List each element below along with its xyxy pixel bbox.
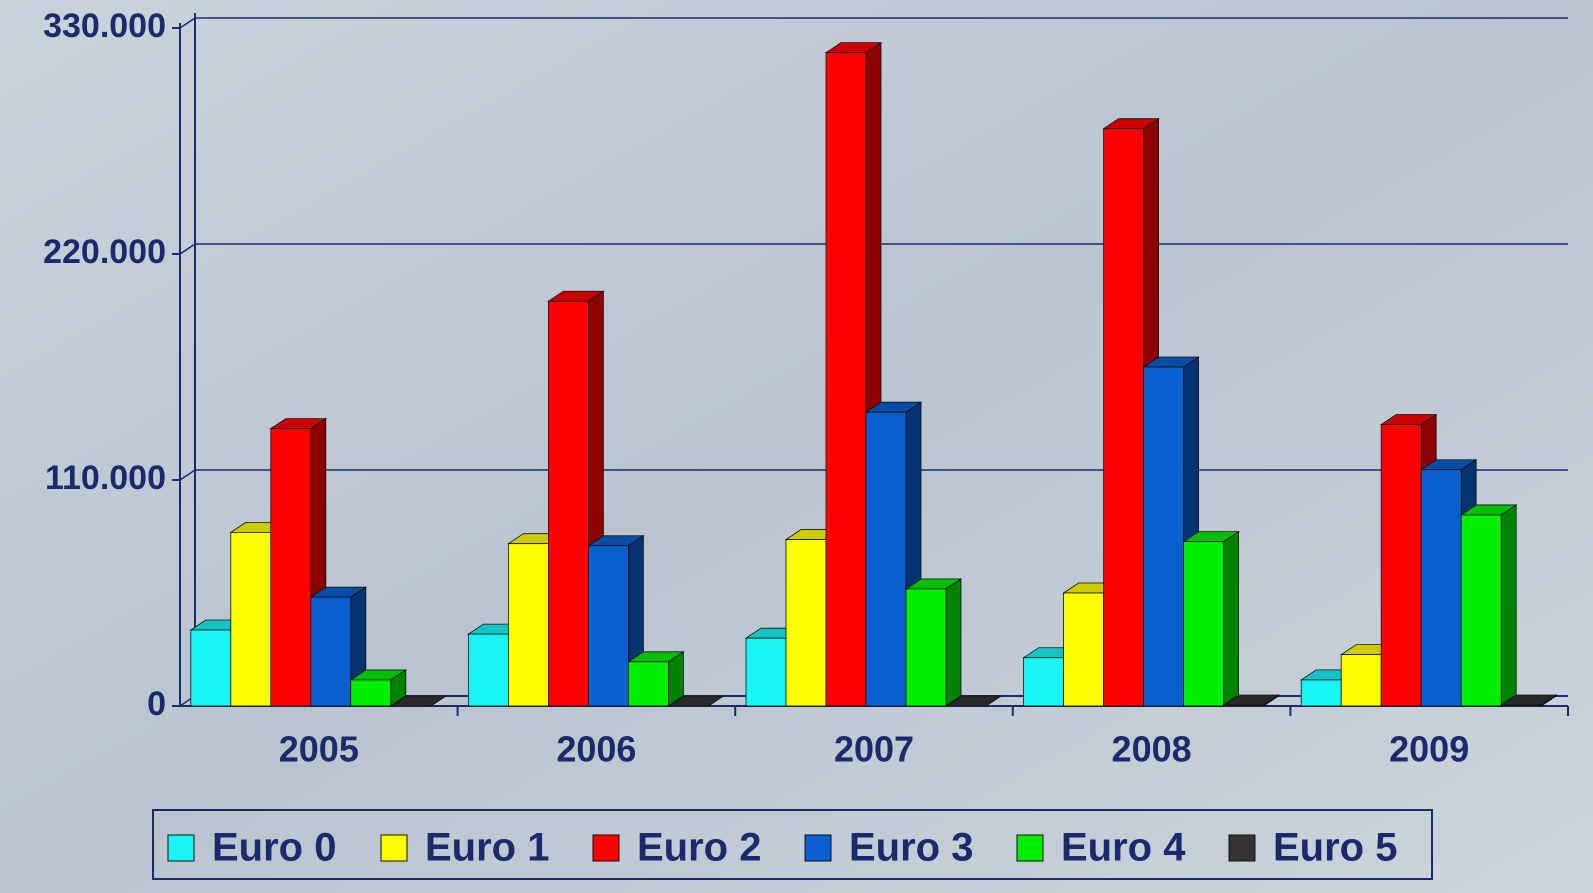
bar-front — [1103, 128, 1144, 707]
bar-front — [1420, 469, 1462, 707]
bar-front — [230, 531, 272, 707]
bar — [309, 586, 368, 707]
x-tick-label: 2007 — [834, 729, 914, 770]
bar-front — [310, 596, 352, 707]
bar-front — [1380, 424, 1422, 707]
bar-side — [1500, 504, 1517, 707]
bar — [1459, 504, 1518, 707]
y-tick-label: 110.000 — [45, 459, 166, 497]
bar-front — [1223, 704, 1264, 707]
legend-label: Euro 5 — [1273, 826, 1397, 870]
bar-front — [628, 661, 669, 707]
y-tick-label: 220.000 — [43, 233, 166, 271]
bar-front — [467, 633, 509, 707]
x-tick-label: 2006 — [556, 729, 636, 770]
bar — [1499, 694, 1558, 707]
bar — [1182, 530, 1240, 707]
bar-front — [1460, 514, 1502, 707]
legend-swatch — [1228, 834, 1256, 862]
bar — [349, 669, 408, 707]
grid-line — [179, 17, 1568, 29]
bar-front — [507, 543, 549, 707]
bar — [1222, 694, 1280, 707]
legend-swatch — [804, 834, 832, 862]
bar-front — [1300, 679, 1342, 707]
legend-label: Euro 1 — [425, 826, 549, 870]
bar-front — [1143, 366, 1184, 707]
legend-swatch — [380, 834, 408, 862]
bar-front — [865, 411, 907, 707]
bar-front — [825, 52, 867, 707]
bar-front — [350, 679, 392, 707]
legend-swatch — [592, 834, 620, 862]
bar — [389, 695, 448, 707]
legend-swatch — [167, 834, 195, 862]
bar-front — [588, 545, 629, 707]
y-tick-label: 0 — [147, 685, 166, 723]
legend-label: Euro 2 — [637, 826, 761, 870]
legend-box — [152, 809, 1433, 880]
legend-label: Euro 4 — [1061, 826, 1186, 870]
bar-front — [270, 428, 312, 707]
bar — [627, 651, 685, 707]
bar-front — [548, 300, 589, 707]
legend-label: Euro 0 — [212, 826, 336, 870]
legend-swatch — [1016, 834, 1044, 862]
bar — [904, 578, 963, 707]
x-tick-label: 2005 — [279, 729, 359, 770]
bar-front — [1340, 654, 1382, 707]
bar — [667, 695, 725, 707]
bar-front — [905, 588, 947, 707]
bar-front — [1063, 592, 1104, 707]
bar-front — [745, 637, 787, 707]
legend-label: Euro 3 — [849, 826, 973, 870]
bar-front — [1500, 704, 1542, 707]
bar-top — [667, 695, 725, 707]
y-tick-label: 330.000 — [43, 7, 166, 45]
bar-side — [945, 578, 962, 707]
bar — [1142, 356, 1200, 707]
bar-front — [785, 539, 827, 707]
bar-top — [389, 695, 448, 707]
bar-front — [1023, 657, 1064, 707]
bar-side — [1223, 530, 1239, 707]
bar — [944, 695, 1003, 707]
bar-front — [1183, 541, 1224, 707]
x-tick-label: 2008 — [1112, 729, 1192, 770]
bar-top — [944, 695, 1003, 707]
bar — [269, 417, 328, 707]
x-tick-label: 2009 — [1389, 729, 1469, 770]
bar-front — [190, 629, 232, 707]
